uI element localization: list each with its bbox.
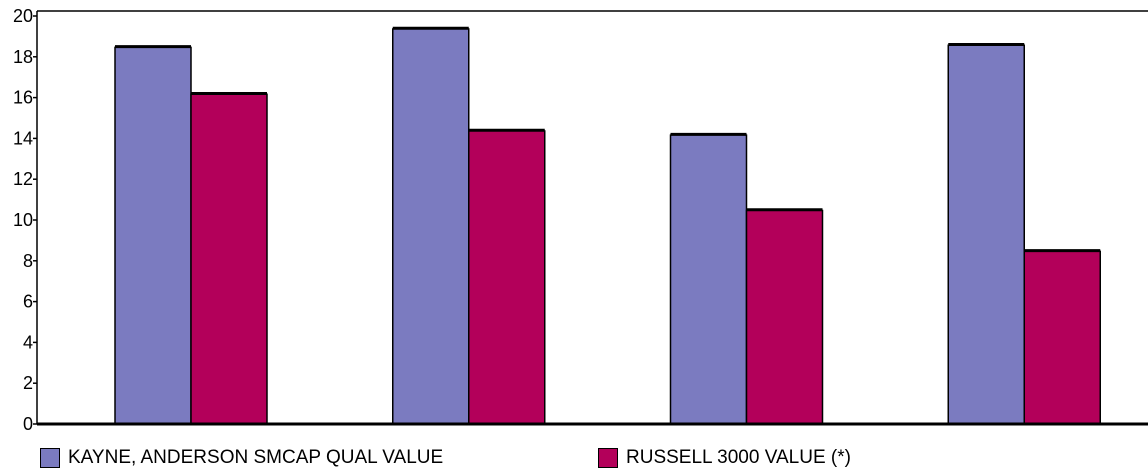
y-tick-label-16: 16 xyxy=(13,88,33,108)
y-tick-label-2: 2 xyxy=(23,373,33,393)
legend-swatch-kayne xyxy=(40,448,60,468)
legend-label-russell: RUSSELL 3000 VALUE (*) xyxy=(626,447,851,468)
y-tick-label-18: 18 xyxy=(13,47,33,67)
bar-s2-c2 xyxy=(468,130,545,425)
y-tick-label-0: 0 xyxy=(23,414,33,434)
y-tick-label-6: 6 xyxy=(23,292,33,312)
bar-s2-c3 xyxy=(746,209,823,424)
bar-s1-c2 xyxy=(392,28,469,425)
bar-s2-c4 xyxy=(1024,250,1101,424)
legend-item-kayne: KAYNE, ANDERSON SMCAP QUAL VALUE xyxy=(40,446,443,470)
bar-s1-c4 xyxy=(948,44,1025,425)
y-tick-label-10: 10 xyxy=(13,210,33,230)
y-tick-label-12: 12 xyxy=(13,169,33,189)
legend-swatch-russell xyxy=(598,448,618,468)
y-tick-label-4: 4 xyxy=(23,332,33,352)
bar-s1-c3 xyxy=(670,134,747,424)
y-tick-label-20: 20 xyxy=(13,6,33,26)
y-tick-label-14: 14 xyxy=(13,128,33,148)
legend-item-russell: RUSSELL 3000 VALUE (*) xyxy=(598,446,851,470)
bar-s2-c1 xyxy=(191,93,267,425)
bar-s1-c1 xyxy=(115,46,191,424)
legend-label-kayne: KAYNE, ANDERSON SMCAP QUAL VALUE xyxy=(68,447,444,468)
y-tick-label-8: 8 xyxy=(23,251,33,271)
